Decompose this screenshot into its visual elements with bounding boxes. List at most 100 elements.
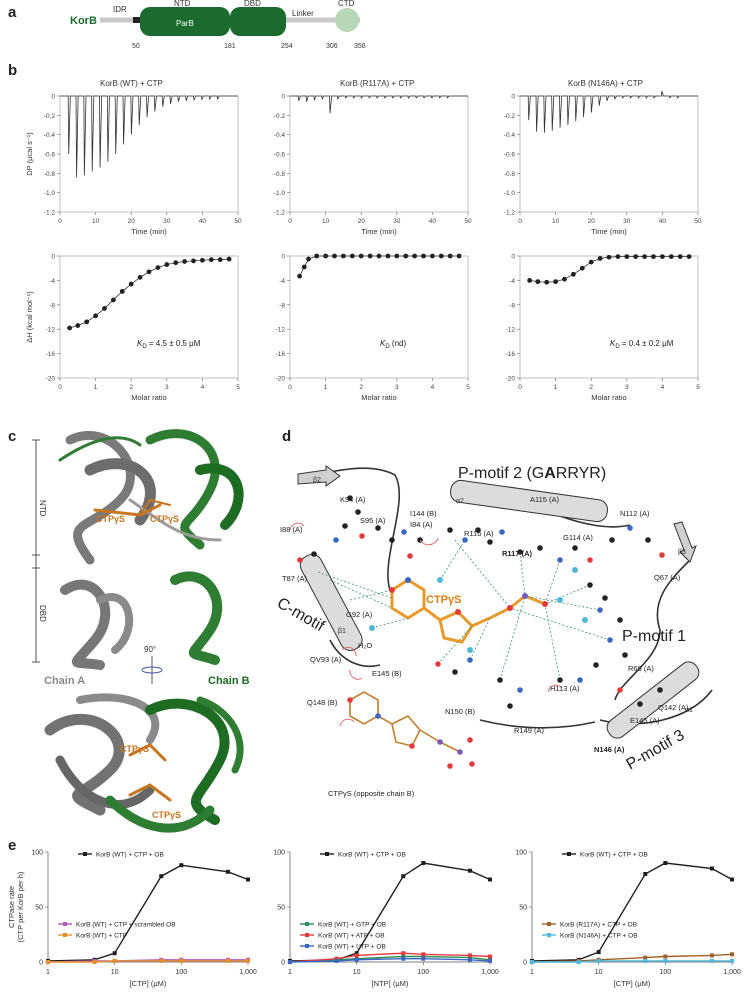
legend-label: KorB (WT) + CTP + OB bbox=[96, 852, 164, 859]
iso-xtick-label: 2 bbox=[359, 384, 363, 391]
panel-label-b: b bbox=[8, 62, 18, 79]
raw-ytick-label: -0.8 bbox=[274, 171, 286, 178]
raw-ytick-label: -1.0 bbox=[504, 190, 516, 197]
iso-frame bbox=[289, 255, 469, 379]
raw-xtick-label: 10 bbox=[552, 218, 560, 225]
x-tick-label: 1 bbox=[46, 969, 50, 976]
series-point bbox=[596, 950, 601, 955]
iso-data-point bbox=[544, 279, 550, 285]
ctd-label: CTD bbox=[338, 0, 355, 8]
raw-ytick-label: -0.8 bbox=[504, 171, 516, 178]
raw-xtick-label: 0 bbox=[518, 218, 522, 225]
raw-xtick-label: 10 bbox=[92, 218, 100, 225]
series-point bbox=[401, 874, 406, 879]
iso-data-point bbox=[394, 253, 400, 259]
raw-xtick-label: 40 bbox=[659, 218, 667, 225]
protein-name: KorB bbox=[70, 15, 97, 27]
series-point bbox=[159, 874, 164, 879]
x-tick-label: 1 bbox=[530, 969, 534, 976]
pos-306: 306 bbox=[326, 43, 338, 50]
series-point bbox=[159, 958, 164, 963]
series-point bbox=[467, 868, 472, 873]
raw-ytick-label: -1.2 bbox=[274, 210, 286, 217]
series-point bbox=[488, 954, 492, 959]
iso-data-point bbox=[624, 254, 630, 260]
legend-label: KorB (WT) + CTP bbox=[76, 933, 127, 940]
chain-b-label: Chain B bbox=[208, 675, 250, 687]
residue-label: A115 (A) bbox=[530, 495, 560, 504]
series-point bbox=[421, 956, 426, 961]
idr-label: IDR bbox=[113, 5, 127, 14]
helix-label-a2: α2 bbox=[456, 498, 464, 505]
iso-fit-line bbox=[69, 258, 230, 329]
iso-data-point bbox=[349, 253, 355, 259]
residue-label: G92 (A) bbox=[346, 610, 373, 619]
iso-xtick-label: 2 bbox=[589, 384, 593, 391]
iso-fit-line bbox=[299, 255, 460, 277]
iso-xtick-label: 3 bbox=[165, 384, 169, 391]
iso-data-point bbox=[217, 257, 223, 263]
series-point bbox=[709, 866, 714, 871]
x-tick-label: 10 bbox=[111, 969, 119, 976]
iso-ytick-label: -8 bbox=[49, 302, 55, 309]
iso-data-point bbox=[527, 278, 533, 283]
iso-xtick-label: 1 bbox=[324, 384, 328, 391]
iso-xtick-label: 4 bbox=[201, 384, 205, 391]
water-label: H₂O bbox=[358, 641, 372, 650]
x-tick-label: 100 bbox=[175, 969, 187, 976]
legend-marker bbox=[63, 922, 67, 926]
iso-data-point bbox=[93, 313, 98, 319]
raw-trace bbox=[290, 95, 468, 114]
iso-data-point bbox=[306, 256, 311, 262]
series-point bbox=[596, 958, 601, 963]
iso-ytick-label: -16 bbox=[276, 351, 286, 358]
legend-marker bbox=[63, 933, 67, 937]
helix-label-b2: β2 bbox=[313, 477, 321, 484]
iso-data-point bbox=[412, 253, 417, 259]
series-point bbox=[643, 958, 648, 963]
series-point bbox=[112, 951, 117, 956]
residue-label: R69 (A) bbox=[628, 664, 654, 673]
iso-data-point bbox=[128, 281, 134, 287]
p-motif-3-label: P-motif 3 bbox=[624, 727, 688, 774]
iso-data-point bbox=[571, 271, 576, 277]
iso-xlabel: Molar ratio bbox=[591, 393, 626, 402]
ctp-label-2: CTPγS bbox=[150, 514, 179, 524]
raw-xtick-label: 50 bbox=[464, 218, 472, 225]
protein-cartoon-bottom bbox=[44, 693, 244, 833]
series-point bbox=[225, 869, 230, 874]
iso-data-point bbox=[677, 254, 683, 260]
iso-ytick-label: -12 bbox=[276, 327, 286, 334]
pos-181: 181 bbox=[224, 43, 236, 50]
ctp-label-4: CTPγS bbox=[152, 810, 181, 820]
iso-data-point bbox=[67, 325, 73, 331]
x-tick-label: 100 bbox=[417, 969, 429, 976]
series-point bbox=[421, 952, 426, 957]
legend-label: KorB (WT) + CTP + OB bbox=[580, 852, 648, 859]
x-axis-label: [CTP] (μM) bbox=[614, 979, 651, 988]
series-point bbox=[530, 960, 534, 964]
dbd-box bbox=[230, 7, 286, 36]
iso-data-point bbox=[660, 254, 665, 260]
helix-label-b1: β1 bbox=[338, 628, 346, 635]
iso-data-point bbox=[430, 253, 435, 259]
raw-ytick-label: -0.4 bbox=[44, 132, 56, 139]
raw-xtick-label: 40 bbox=[199, 218, 207, 225]
legend-marker bbox=[305, 944, 309, 948]
y-tick-label: 50 bbox=[35, 905, 43, 912]
raw-xtick-label: 30 bbox=[163, 218, 171, 225]
helix-a1 bbox=[606, 661, 700, 739]
iso-data-point bbox=[633, 254, 639, 260]
kd-r117a: KD (nd) bbox=[380, 339, 406, 350]
iso-xtick-label: 4 bbox=[661, 384, 665, 391]
iso-data-point bbox=[75, 323, 81, 328]
series-point bbox=[92, 960, 97, 964]
raw-ytick-label: -0.4 bbox=[274, 132, 286, 139]
ctp-label-1: CTPγS bbox=[96, 514, 125, 524]
series-point bbox=[246, 958, 250, 963]
x-tick-label: 1,000 bbox=[239, 969, 257, 976]
iso-fit-line bbox=[529, 256, 690, 283]
domain-diagram: KorB IDR NTD ParB DBD Linker CTD 50 181 … bbox=[70, 0, 366, 50]
iso-data-point bbox=[668, 254, 674, 260]
